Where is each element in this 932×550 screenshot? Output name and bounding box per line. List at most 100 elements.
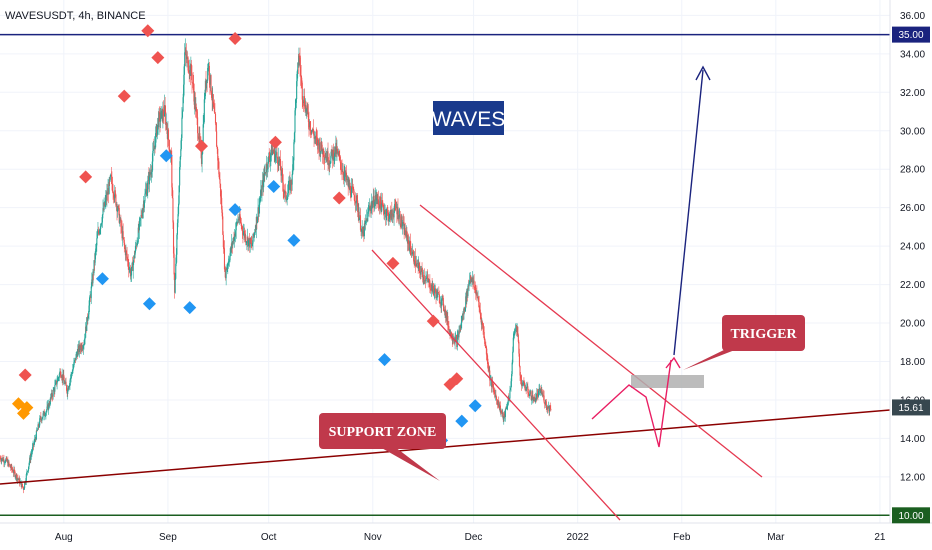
candle-body — [8, 461, 10, 465]
candle-body — [30, 453, 32, 456]
candle-body — [21, 483, 23, 487]
candle-body — [273, 148, 275, 154]
price-tag — [892, 399, 930, 416]
candle-body — [21, 483, 23, 487]
candle-body — [327, 151, 329, 165]
candle-body — [431, 284, 433, 292]
candle-body — [311, 129, 313, 131]
candle-body — [374, 199, 376, 207]
candle-body — [45, 412, 47, 416]
candle-body — [339, 156, 341, 157]
candle-body — [500, 411, 503, 413]
candle-body — [238, 218, 240, 221]
candle-body — [195, 107, 198, 112]
candle-body — [293, 142, 295, 161]
support-zone-callout[interactable]: SUPPORT ZONE — [319, 413, 446, 481]
candle-body — [215, 123, 217, 132]
candle-body — [370, 209, 372, 211]
candle-body — [361, 227, 363, 229]
candle-body — [258, 207, 260, 214]
channel-upper-line[interactable] — [419, 204, 763, 478]
candle-body — [14, 469, 16, 472]
candle-body — [260, 189, 262, 196]
candle-body — [363, 230, 365, 237]
candle-body — [71, 373, 73, 375]
candle-body — [348, 182, 350, 187]
price-tags: 35.00 15.61 10.00 — [892, 26, 930, 524]
candle-body — [66, 385, 68, 391]
candle-body — [317, 139, 319, 146]
candle-body — [216, 146, 218, 149]
candle-body — [259, 197, 261, 202]
trough-marker — [468, 399, 482, 413]
candle-body — [484, 343, 486, 345]
price-axis[interactable]: 12.0014.0016.0018.0020.0022.0024.0026.00… — [889, 0, 925, 523]
candle-body — [479, 307, 481, 310]
candle-body — [417, 263, 419, 264]
candle-body — [122, 231, 124, 238]
candle-body — [302, 101, 304, 104]
candle-body — [364, 220, 367, 225]
candle-body — [306, 108, 308, 112]
candle-body — [370, 206, 372, 211]
candle-body — [221, 197, 223, 210]
candle-body — [268, 155, 270, 160]
candle-body — [514, 329, 517, 331]
candle-body — [61, 374, 63, 378]
candle-body — [492, 385, 494, 387]
candle-body — [344, 170, 346, 174]
candle-body — [288, 180, 290, 183]
candle-body — [176, 234, 178, 255]
candle-body — [299, 57, 301, 67]
candle-body — [328, 162, 330, 166]
candle-body — [355, 202, 357, 204]
candle-body — [452, 339, 454, 341]
candle-body — [498, 400, 500, 408]
candle-body — [339, 156, 341, 163]
candle-body — [155, 133, 157, 148]
candle-body — [326, 151, 329, 162]
candle-body — [5, 458, 7, 460]
candle-body — [472, 277, 474, 284]
candlestick-series — [0, 38, 552, 494]
candle-body — [523, 382, 526, 387]
candle-body — [547, 406, 549, 409]
channel-lower-line[interactable] — [371, 249, 621, 521]
candle-body — [425, 278, 428, 279]
candle-body — [482, 324, 484, 330]
candle-body — [427, 276, 429, 280]
candle-body — [69, 377, 72, 381]
y-tick-label: 30.00 — [900, 126, 925, 137]
candle-body — [515, 325, 517, 330]
trigger-callout[interactable]: TRIGGER — [683, 315, 805, 370]
candle-body — [89, 296, 91, 298]
candle-body — [514, 330, 516, 331]
candle-body — [532, 395, 534, 400]
time-axis[interactable]: Aug Sep Oct Nov Dec 2022 Feb Mar 21 — [0, 522, 932, 543]
candle-body — [147, 180, 149, 190]
candle-body — [138, 227, 140, 231]
candle-body — [362, 230, 364, 236]
candle-body — [264, 172, 266, 176]
candle-body — [432, 283, 434, 290]
candle-body — [230, 247, 232, 250]
candle-body — [264, 172, 266, 173]
candle-body — [368, 206, 370, 210]
candle-body — [400, 216, 402, 227]
candle-body — [7, 460, 9, 466]
candle-body — [294, 99, 297, 111]
candle-body — [87, 318, 89, 321]
candle-body — [407, 240, 409, 244]
candle-body — [330, 149, 332, 156]
candle-body — [74, 358, 76, 361]
candle-body — [58, 373, 60, 378]
candle-body — [475, 291, 477, 295]
candle-body — [228, 261, 230, 262]
candle-body — [536, 393, 538, 400]
candle-body — [151, 161, 153, 172]
candle-body — [429, 288, 431, 290]
candle-body — [136, 242, 138, 247]
candle-body — [365, 220, 367, 222]
y-tick-label: 18.00 — [900, 357, 925, 368]
